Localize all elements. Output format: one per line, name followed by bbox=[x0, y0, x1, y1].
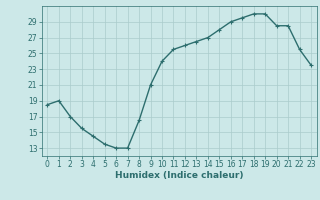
X-axis label: Humidex (Indice chaleur): Humidex (Indice chaleur) bbox=[115, 171, 244, 180]
